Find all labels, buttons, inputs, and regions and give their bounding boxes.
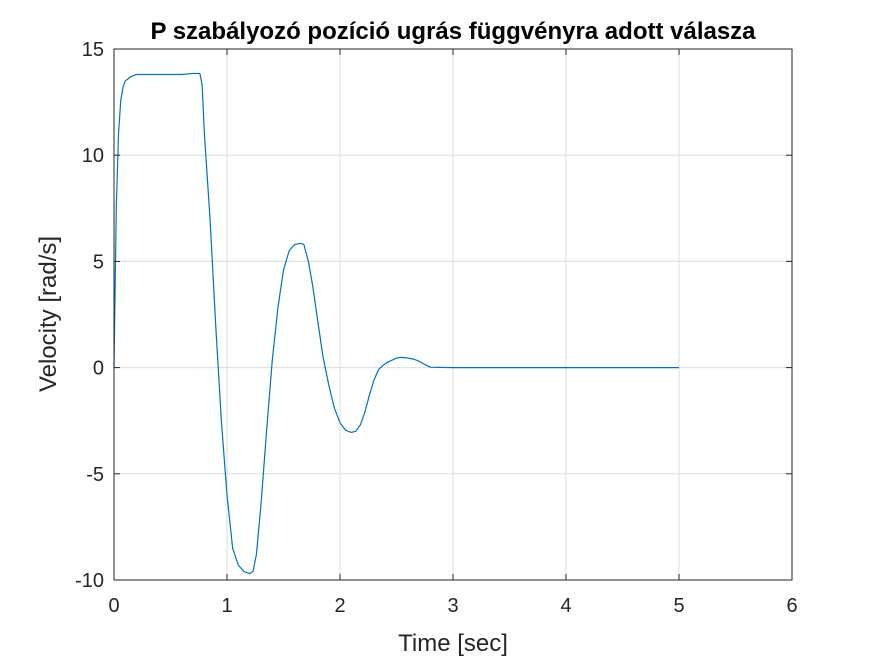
y-tick-label-4: 10 <box>82 145 104 167</box>
series-line-0 <box>113 72 679 575</box>
chart-title: P szabályozó pozíció ugrás függvényra ad… <box>150 18 756 45</box>
y-tick-label-0: -10 <box>75 570 104 592</box>
y-tick-label-1: -5 <box>86 464 104 486</box>
x-tick-label-1: 1 <box>221 595 232 617</box>
series-layer <box>113 72 679 575</box>
y-tick-label-3: 5 <box>93 251 104 273</box>
y-tick-label-2: 0 <box>93 358 104 380</box>
y-axis-label: Velocity [rad/s] <box>35 236 62 392</box>
y-axis-ticks: -10 -5 0 5 10 15 <box>75 39 792 592</box>
x-tick-label-3: 3 <box>447 595 458 617</box>
x-axis-ticks: 0 1 2 3 4 5 6 <box>108 49 798 617</box>
y-tick-label-5: 15 <box>82 39 104 61</box>
x-tick-label-5: 5 <box>673 595 684 617</box>
x-axis-label: Time [sec] <box>398 630 508 656</box>
x-tick-label-6: 6 <box>786 595 797 617</box>
x-tick-label-0: 0 <box>108 595 119 617</box>
x-tick-label-4: 4 <box>560 595 571 617</box>
x-tick-label-2: 2 <box>334 595 345 617</box>
